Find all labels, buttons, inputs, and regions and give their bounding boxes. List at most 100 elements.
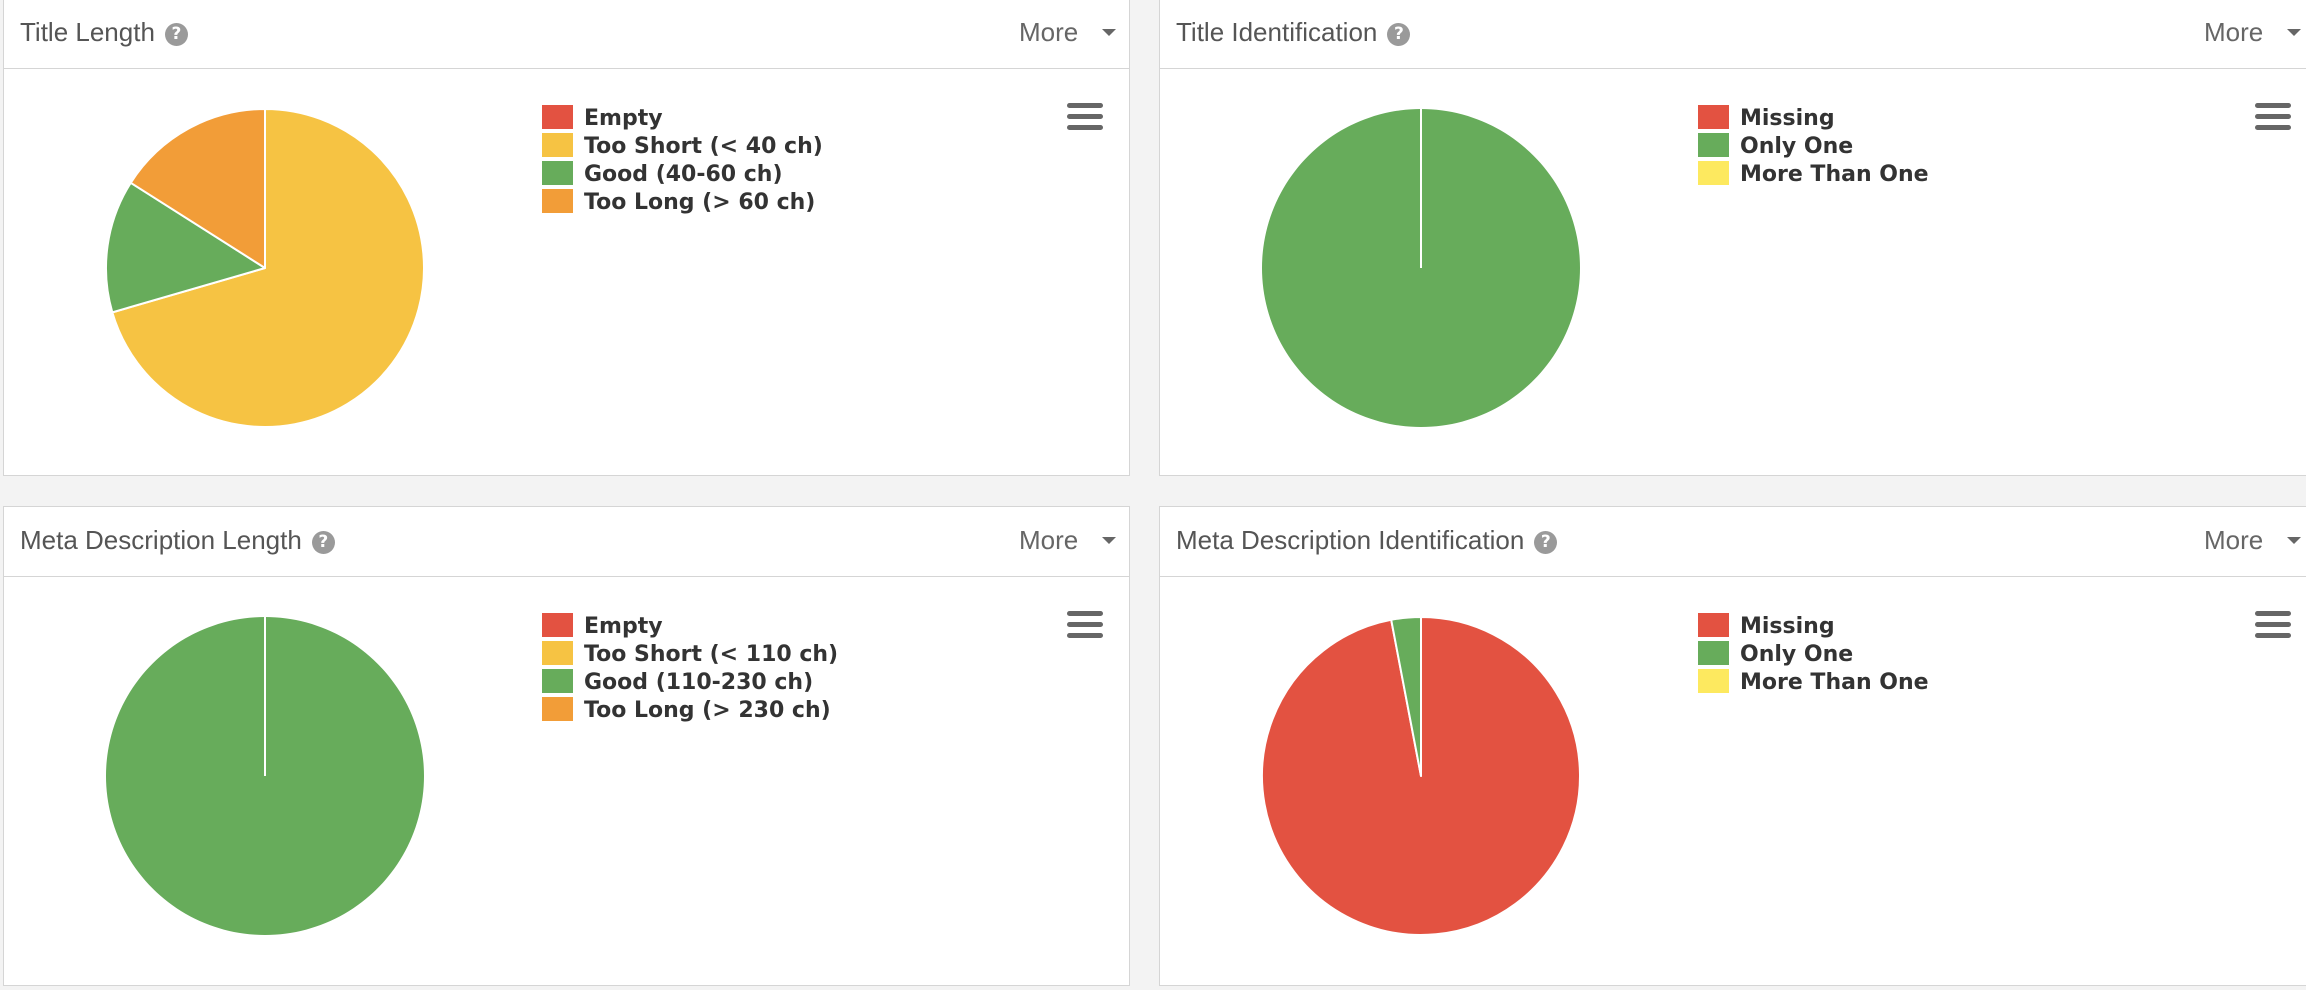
legend-label: Too Short (< 40 ch) bbox=[584, 134, 823, 159]
more-dropdown[interactable]: More bbox=[1019, 525, 1117, 556]
legend-swatch bbox=[542, 161, 573, 185]
more-label: More bbox=[1019, 525, 1079, 555]
legend-swatch bbox=[542, 613, 573, 637]
menu-bar bbox=[2255, 103, 2291, 108]
legend-swatch bbox=[542, 189, 573, 213]
legend-item-more-than-one[interactable]: More Than One bbox=[1698, 161, 1929, 189]
menu-bar bbox=[2255, 611, 2291, 616]
help-icon[interactable]: ? bbox=[311, 531, 335, 554]
legend-label: More Than One bbox=[1740, 162, 1929, 187]
help-icon[interactable]: ? bbox=[1534, 531, 1558, 554]
legend-item-missing[interactable]: Missing bbox=[1698, 105, 1929, 133]
legend-label: More Than One bbox=[1740, 670, 1929, 695]
panel-meta-description-identification: Meta Description Identification? More Miss… bbox=[1159, 506, 2306, 986]
legend-label: Good (40-60 ch) bbox=[584, 162, 783, 187]
legend-label: Empty bbox=[584, 614, 663, 639]
chart-menu-icon[interactable] bbox=[1067, 103, 1103, 131]
legend-item-only-one[interactable]: Only One bbox=[1698, 641, 1929, 669]
panel-meta-description-length: Meta Description Length? More Empty Too Sho… bbox=[3, 506, 1130, 986]
more-dropdown[interactable]: More bbox=[1019, 17, 1117, 48]
pie-chart bbox=[105, 617, 424, 935]
pie-slice-too-long-60-ch[interactable] bbox=[129, 108, 266, 269]
legend-swatch bbox=[542, 105, 573, 129]
panel-title: Title Identification? bbox=[1176, 17, 1411, 48]
legend-label: Too Short (< 110 ch) bbox=[584, 642, 839, 667]
legend-swatch bbox=[542, 133, 573, 157]
legend-item-good-110-230-ch[interactable]: Good (110-230 ch) bbox=[542, 669, 838, 697]
legend-label: Too Long (> 60 ch) bbox=[584, 190, 816, 215]
pie-chart bbox=[105, 108, 425, 428]
caret-down-icon bbox=[2287, 29, 2302, 36]
menu-bar bbox=[1067, 633, 1103, 638]
legend-swatch bbox=[1698, 105, 1729, 129]
legend-swatch bbox=[1698, 669, 1729, 693]
chart-area: Missing Only One More Than One bbox=[1160, 69, 2306, 475]
legend-swatch bbox=[542, 669, 573, 693]
legend-item-missing[interactable]: Missing bbox=[1698, 613, 1929, 641]
panel-title-text: Title Length bbox=[20, 17, 155, 47]
more-label: More bbox=[2204, 525, 2264, 555]
menu-bar bbox=[1067, 103, 1103, 108]
caret-down-icon bbox=[1102, 537, 1117, 544]
chart-legend: Missing Only One More Than One bbox=[1698, 105, 1929, 189]
more-dropdown[interactable]: More bbox=[2204, 17, 2302, 48]
panel-title-text: Title Identification bbox=[1176, 17, 1378, 47]
chart-area: Missing Only One More Than One bbox=[1160, 577, 2306, 985]
chart-menu-icon[interactable] bbox=[1067, 611, 1103, 639]
panel-header: Title Length? More bbox=[4, 0, 1129, 69]
pie-slice-good-40-60-ch[interactable] bbox=[105, 181, 266, 314]
panel-title-text: Meta Description Length bbox=[20, 525, 302, 555]
legend-label: Empty bbox=[584, 106, 663, 131]
panel-title-text: Meta Description Identification bbox=[1176, 525, 1525, 555]
panel-header: Meta Description Identification? More bbox=[1160, 507, 2306, 577]
menu-bar bbox=[1067, 611, 1103, 616]
chart-menu-icon[interactable] bbox=[2255, 103, 2291, 131]
legend-swatch bbox=[1698, 613, 1729, 637]
panel-title-length: Title Length? More Empty Too Short (< 40 ch… bbox=[3, 0, 1130, 476]
chart-area: Empty Too Short (< 110 ch) Good (110-230 c… bbox=[4, 577, 1129, 985]
legend-swatch bbox=[542, 697, 573, 721]
panel-title-identification: Title Identification? More Missing Only One… bbox=[1159, 0, 2306, 476]
more-label: More bbox=[2204, 17, 2264, 47]
legend-label: Only One bbox=[1740, 134, 1854, 159]
menu-bar bbox=[1067, 114, 1103, 119]
chart-area: Empty Too Short (< 40 ch) Good (40-60 ch) T… bbox=[4, 69, 1129, 475]
help-icon[interactable]: ? bbox=[164, 23, 188, 46]
help-icon[interactable]: ? bbox=[1387, 23, 1411, 46]
panel-title: Meta Description Length? bbox=[20, 525, 335, 556]
legend-item-good-40-60-ch[interactable]: Good (40-60 ch) bbox=[542, 161, 823, 189]
legend-swatch bbox=[1698, 641, 1729, 665]
menu-bar bbox=[2255, 114, 2291, 119]
legend-swatch bbox=[542, 641, 573, 665]
legend-item-empty[interactable]: Empty bbox=[542, 105, 823, 133]
legend-item-too-short-110-ch[interactable]: Too Short (< 110 ch) bbox=[542, 641, 838, 669]
menu-bar bbox=[1067, 622, 1103, 627]
legend-item-too-long-230-ch[interactable]: Too Long (> 230 ch) bbox=[542, 697, 838, 725]
pie-slice-only-one[interactable] bbox=[1261, 109, 1580, 428]
chart-menu-icon[interactable] bbox=[2255, 611, 2291, 639]
legend-item-too-short-40-ch[interactable]: Too Short (< 40 ch) bbox=[542, 133, 823, 161]
legend-label: Missing bbox=[1740, 106, 1835, 131]
legend-label: Missing bbox=[1740, 614, 1835, 639]
panel-title: Title Length? bbox=[20, 17, 188, 48]
caret-down-icon bbox=[1102, 29, 1117, 36]
panel-header: Title Identification? More bbox=[1160, 0, 2306, 69]
menu-bar bbox=[2255, 622, 2291, 627]
pie-slice-too-short-40-ch[interactable] bbox=[111, 108, 425, 428]
menu-bar bbox=[2255, 633, 2291, 638]
legend-label: Too Long (> 230 ch) bbox=[584, 698, 831, 723]
menu-bar bbox=[2255, 125, 2291, 130]
panel-header: Meta Description Length? More bbox=[4, 507, 1129, 577]
legend-item-too-long-60-ch[interactable]: Too Long (> 60 ch) bbox=[542, 189, 823, 217]
legend-item-more-than-one[interactable]: More Than One bbox=[1698, 669, 1929, 697]
legend-item-only-one[interactable]: Only One bbox=[1698, 133, 1929, 161]
legend-swatch bbox=[1698, 133, 1729, 157]
legend-item-empty[interactable]: Empty bbox=[542, 613, 838, 641]
pie-chart bbox=[1261, 616, 1581, 936]
caret-down-icon bbox=[2287, 537, 2302, 544]
panel-title: Meta Description Identification? bbox=[1176, 525, 1558, 556]
more-label: More bbox=[1019, 17, 1079, 47]
more-dropdown[interactable]: More bbox=[2204, 525, 2302, 556]
pie-slice-only-one[interactable] bbox=[1390, 616, 1422, 777]
legend-label: Good (110-230 ch) bbox=[584, 670, 814, 695]
